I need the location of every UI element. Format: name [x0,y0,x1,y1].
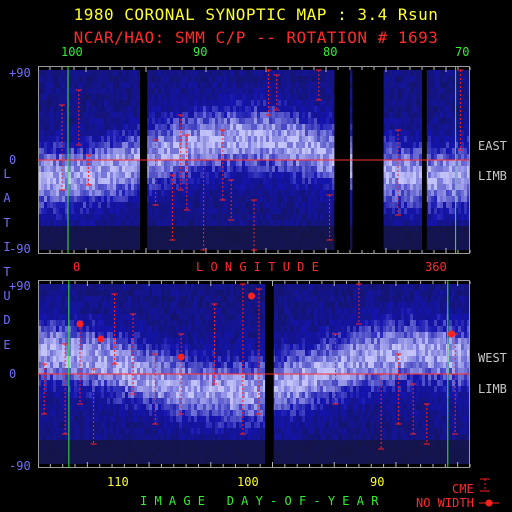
west-limb-panel [38,280,476,468]
cme-span [41,363,48,415]
top-axis-tick-70: 70 [455,45,470,59]
coronal-brightness-field [38,70,470,250]
cme-span [395,353,402,425]
cme-no-width-marker [76,320,84,328]
cme-span [255,288,262,415]
cme-span [423,403,430,445]
legend-no-width-label: NO WIDTH [416,496,474,510]
east-ytick-bot: -90 [9,242,31,256]
cme-span [378,373,385,450]
west-ytick-bot: -90 [9,459,31,473]
west-limb-map [38,280,476,468]
map-title: 1980 CORONAL SYNOPTIC MAP : 3.4 Rsun [73,5,439,24]
longitude-tick-360: 360 [425,260,447,274]
cme-span [273,74,280,111]
west-ytick-mid: 0 [9,367,17,381]
legend-no-width-symbol [479,499,499,507]
cme-span [59,104,65,191]
west-side-label: WEST [478,351,507,365]
east-side-label: EAST [478,139,507,153]
cme-span [410,383,417,435]
latitude-label-letter: I [3,240,11,254]
east-ytick-mid: 0 [9,153,17,167]
cme-no-width-marker [97,335,105,343]
cme-span [90,368,97,445]
cme-span [326,194,333,241]
cme-span [111,293,118,365]
cme-span [75,89,82,146]
limb-side-label-west: LIMB [478,382,507,396]
legend-cme-symbol [480,478,490,492]
cme-no-width-marker [177,353,185,361]
top-axis-tick-100: 100 [61,45,83,59]
longitude-axis-label: L O N G I T U D E [196,260,319,274]
bottom-axis-tick-90: 90 [370,475,385,489]
legend-cme-label: CME [452,482,474,496]
cme-span [228,179,235,221]
cme-span [211,303,218,385]
bottom-axis-tick-110: 110 [107,475,129,489]
limb-side-label-east: LIMB [478,169,507,183]
east-limb-map [38,66,476,254]
cme-span [239,283,246,435]
bottom-axis-tick-100: 100 [237,475,259,489]
cme-span [200,159,207,251]
cme-span [457,69,464,151]
latitude-label-letter: L [3,167,11,181]
cme-span [219,129,226,201]
latitude-label-letter: E [3,338,11,352]
cme-span [130,313,137,395]
cme-span [355,283,362,325]
coronal-brightness-field [38,284,470,464]
map-subtitle: NCAR/HAO: SMM C/P -- ROTATION # 1693 [73,28,439,47]
cme-span [265,69,272,116]
west-ytick-top: +90 [9,279,31,293]
cme-span [251,199,257,251]
cme-span [152,139,159,206]
cme-span [395,129,401,216]
cme-span [85,154,92,186]
latitude-label-letter: T [3,265,11,279]
day-of-year-axis-label: I M A G E D A Y - O F - Y E A R [140,494,379,508]
cme-span [177,114,184,191]
cme-span [332,333,339,405]
top-axis-tick-90: 90 [193,45,208,59]
cme-no-width-marker [248,292,256,300]
latitude-label-letter: T [3,216,11,230]
cme-span [315,69,322,101]
cme-no-width-marker [447,330,455,338]
latitude-label-letter: A [3,191,11,205]
latitude-label-letter: U [3,289,11,303]
cme-span [152,353,159,425]
cme-span [62,343,69,435]
cme-span [178,333,185,415]
cme-span [183,134,190,211]
east-ytick-top: +90 [9,66,31,80]
east-limb-panel [38,66,476,254]
cme-span [169,174,176,241]
top-axis-tick-80: 80 [323,45,338,59]
longitude-tick-0: 0 [73,260,81,274]
latitude-label-letter: D [3,313,11,327]
